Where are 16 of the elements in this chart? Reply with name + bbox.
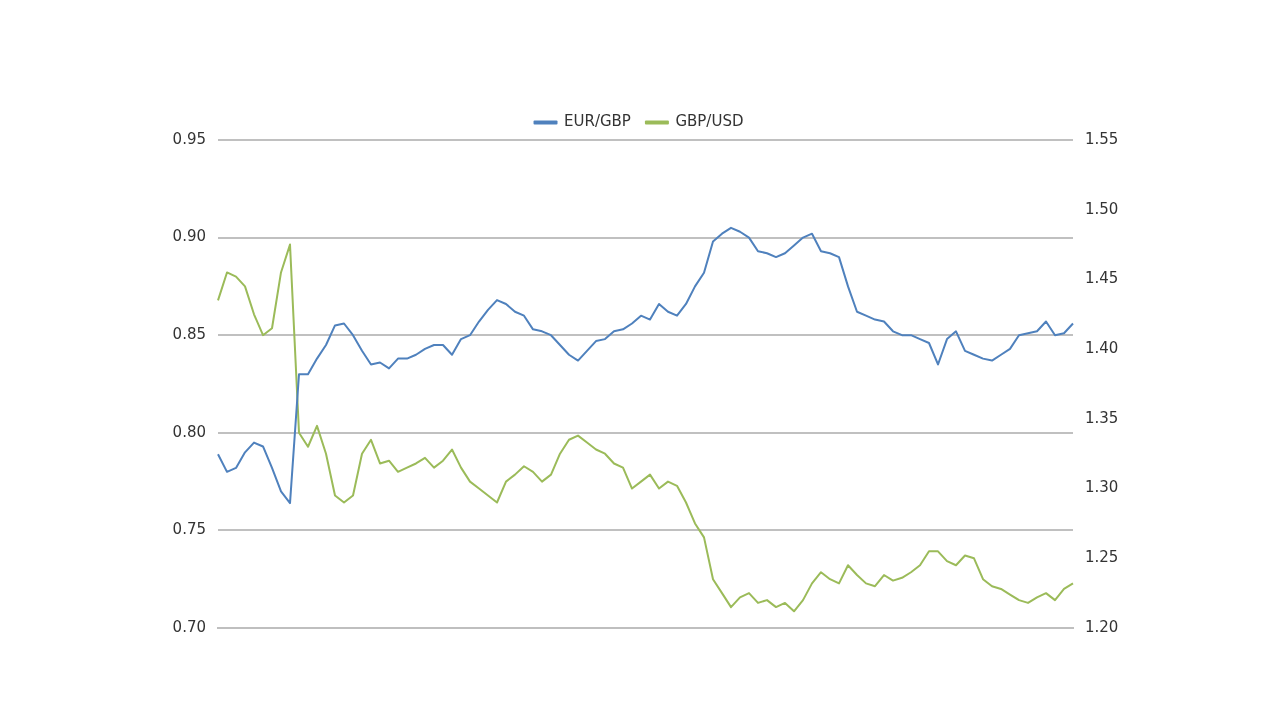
y2-tick-label: 1.45 [1085, 269, 1119, 288]
y-tick-label: 0.85 [172, 325, 206, 344]
y2-tick-label: 1.30 [1085, 478, 1119, 497]
y2-tick-label: 1.55 [1085, 129, 1119, 148]
legend-label: EUR/GBP [564, 112, 631, 131]
y2-tick-label: 1.40 [1085, 339, 1119, 358]
y-tick-label: 0.95 [172, 129, 206, 148]
y-tick-label: 0.75 [172, 520, 206, 539]
y-tick-label: 0.90 [172, 227, 206, 246]
y2-tick-label: 1.35 [1085, 408, 1119, 427]
y2-tick-label: 1.50 [1085, 199, 1119, 218]
y-tick-label: 0.80 [172, 422, 206, 441]
y-tick-label: 0.70 [172, 617, 206, 636]
legend-label: GBP/USD [675, 112, 744, 131]
y2-tick-label: 1.25 [1085, 548, 1119, 567]
y2-tick-label: 1.20 [1085, 617, 1119, 636]
